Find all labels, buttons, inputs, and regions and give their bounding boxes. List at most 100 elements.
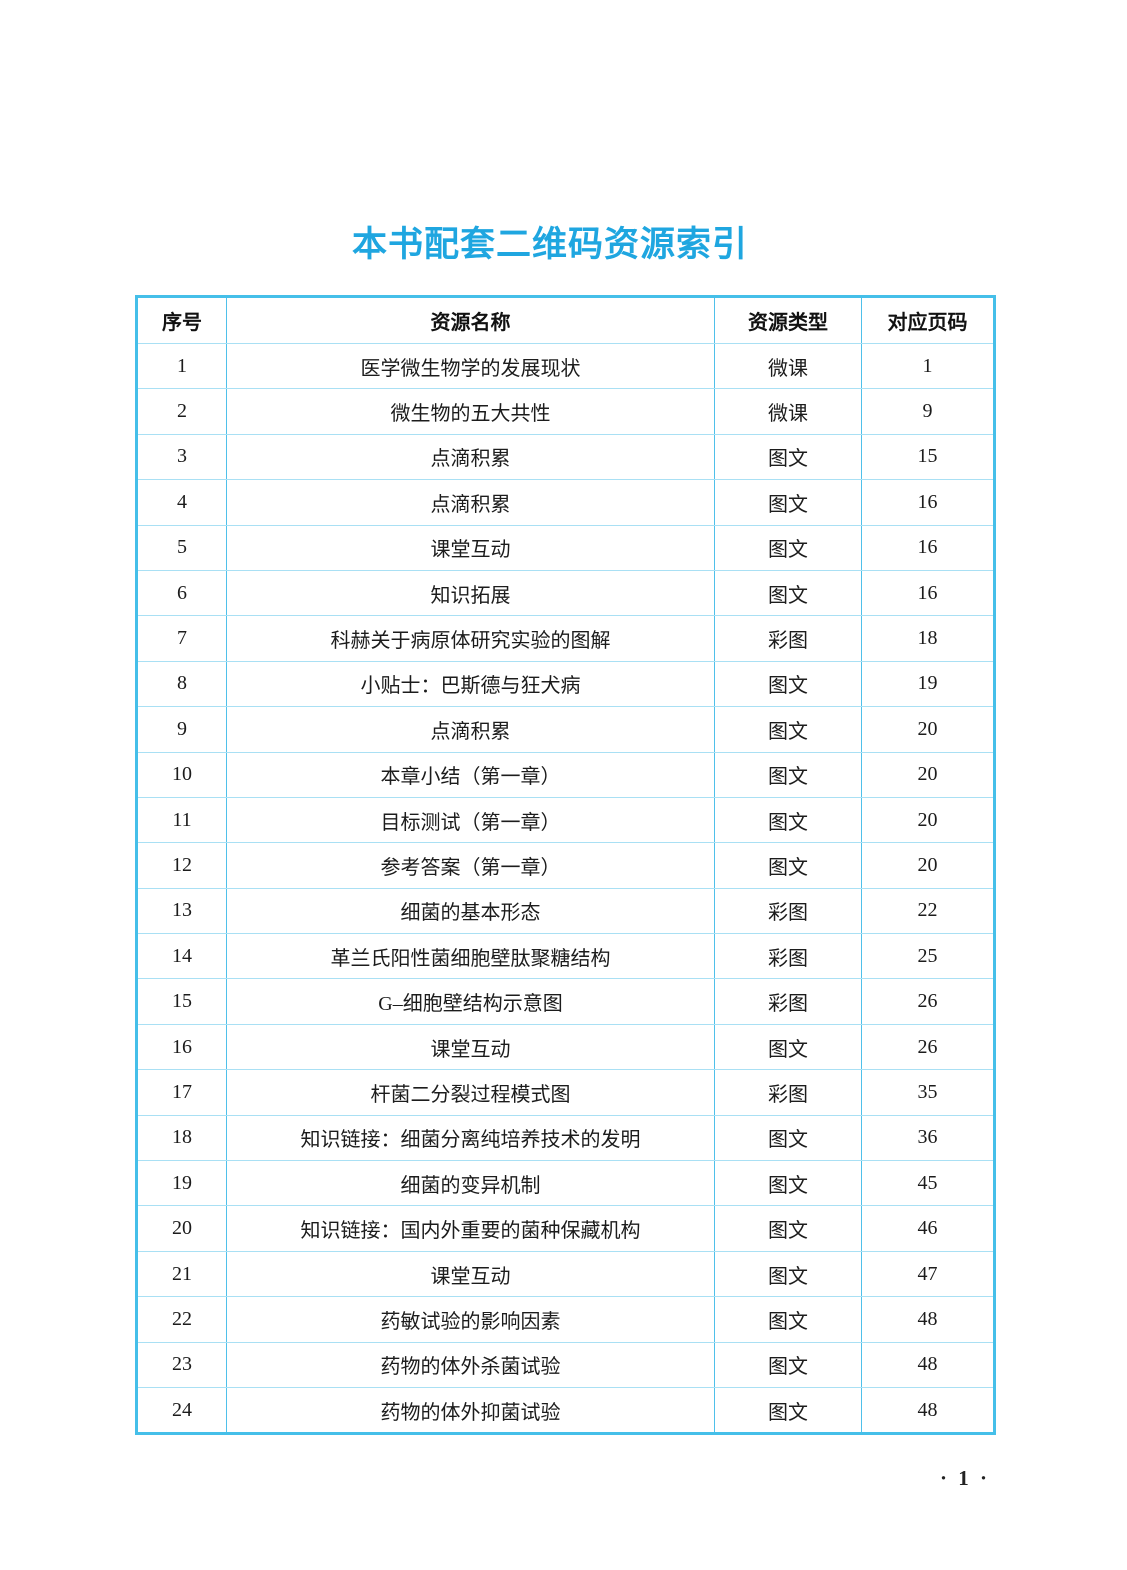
page-number-cell: 18 bbox=[861, 615, 995, 662]
row-serial-number-cell: 16 bbox=[136, 1023, 227, 1071]
page-number-cell: 35 bbox=[861, 1069, 995, 1116]
table-body: 1 医学微生物学的发展现状 微课 1 2 微生物的五大共性 微课 9 3 点滴积累 图文 15 4 点滴积… bbox=[136, 342, 995, 1435]
resource-type-cell: 微课 bbox=[714, 342, 862, 390]
resource-name-cell: 知识链接：细菌分离纯培养技术的发明 bbox=[226, 1114, 715, 1162]
resource-type-cell: 图文 bbox=[714, 1386, 862, 1435]
page-number-cell: 45 bbox=[861, 1160, 995, 1207]
page-number-cell: 46 bbox=[861, 1205, 995, 1252]
page-number-cell: 20 bbox=[861, 706, 995, 753]
page-number-cell: 25 bbox=[861, 933, 995, 980]
table-row: 13 细菌的基本形态 彩图 22 bbox=[136, 887, 995, 935]
table-row: 20 知识链接：国内外重要的菌种保藏机构 图文 46 bbox=[136, 1205, 995, 1252]
resource-type-cell: 彩图 bbox=[714, 978, 862, 1025]
resource-name-cell: 目标测试（第一章） bbox=[226, 796, 715, 844]
column-header-serial-number: 序号 bbox=[136, 296, 227, 344]
resource-type-cell: 彩图 bbox=[714, 887, 862, 935]
row-serial-number-cell: 11 bbox=[136, 796, 227, 844]
resource-type-cell: 图文 bbox=[714, 1023, 862, 1071]
row-serial-number-cell: 2 bbox=[136, 388, 227, 435]
resource-type-cell: 图文 bbox=[714, 524, 862, 571]
page-number-cell: 26 bbox=[861, 1023, 995, 1071]
table-header: 序号 资源名称 资源类型 对应页码 bbox=[136, 296, 995, 344]
table-row: 7 科赫关于病原体研究实验的图解 彩图 18 bbox=[136, 615, 995, 662]
resource-type-cell: 微课 bbox=[714, 388, 862, 435]
resource-type-cell: 图文 bbox=[714, 751, 862, 798]
row-serial-number-cell: 13 bbox=[136, 887, 227, 935]
resource-name-cell: 药物的体外杀菌试验 bbox=[226, 1341, 715, 1388]
table-row: 22 药敏试验的影响因素 图文 48 bbox=[136, 1296, 995, 1343]
resource-name-cell: 小贴士：巴斯德与狂犬病 bbox=[226, 660, 715, 708]
resource-type-cell: 图文 bbox=[714, 479, 862, 526]
table-row: 18 知识链接：细菌分离纯培养技术的发明 图文 36 bbox=[136, 1114, 995, 1162]
resource-name-cell: 本章小结（第一章） bbox=[226, 751, 715, 798]
page-number-cell: 48 bbox=[861, 1386, 995, 1435]
resource-type-cell: 图文 bbox=[714, 433, 862, 481]
resource-name-cell: 革兰氏阳性菌细胞壁肽聚糖结构 bbox=[226, 933, 715, 980]
page-footer-number: · 1 · bbox=[939, 1466, 990, 1490]
page-number-cell: 22 bbox=[861, 887, 995, 935]
resource-type-cell: 彩图 bbox=[714, 1069, 862, 1116]
page-number-cell: 1 bbox=[861, 342, 995, 390]
resource-name-cell: 细菌的变异机制 bbox=[226, 1160, 715, 1207]
resource-name-cell: 课堂互动 bbox=[226, 524, 715, 571]
resource-name-cell: 医学微生物学的发展现状 bbox=[226, 342, 715, 390]
table-row: 14 革兰氏阳性菌细胞壁肽聚糖结构 彩图 25 bbox=[136, 933, 995, 980]
row-serial-number-cell: 19 bbox=[136, 1160, 227, 1207]
row-serial-number-cell: 1 bbox=[136, 342, 227, 390]
resource-type-cell: 图文 bbox=[714, 796, 862, 844]
resource-name-cell: 知识链接：国内外重要的菌种保藏机构 bbox=[226, 1205, 715, 1252]
row-serial-number-cell: 20 bbox=[136, 1205, 227, 1252]
page-number-cell: 20 bbox=[861, 796, 995, 844]
resource-name-cell: 杆菌二分裂过程模式图 bbox=[226, 1069, 715, 1116]
resource-type-cell: 图文 bbox=[714, 1160, 862, 1207]
resource-type-cell: 图文 bbox=[714, 842, 862, 889]
resource-type-cell: 彩图 bbox=[714, 615, 862, 662]
row-serial-number-cell: 17 bbox=[136, 1069, 227, 1116]
table-row: 17 杆菌二分裂过程模式图 彩图 35 bbox=[136, 1069, 995, 1116]
row-serial-number-cell: 23 bbox=[136, 1341, 227, 1388]
table-header-row: 序号 资源名称 资源类型 对应页码 bbox=[136, 296, 995, 344]
page-number-cell: 48 bbox=[861, 1296, 995, 1343]
page-number-cell: 47 bbox=[861, 1250, 995, 1298]
page-number-cell: 16 bbox=[861, 569, 995, 617]
table-row: 24 药物的体外抑菌试验 图文 48 bbox=[136, 1386, 995, 1435]
row-serial-number-cell: 22 bbox=[136, 1296, 227, 1343]
row-serial-number-cell: 21 bbox=[136, 1250, 227, 1298]
page-number-cell: 36 bbox=[861, 1114, 995, 1162]
resource-name-cell: 药物的体外抑菌试验 bbox=[226, 1386, 715, 1435]
row-serial-number-cell: 10 bbox=[136, 751, 227, 798]
resource-name-cell: 药敏试验的影响因素 bbox=[226, 1296, 715, 1343]
column-header-resource-name: 资源名称 bbox=[226, 296, 715, 344]
resource-type-cell: 彩图 bbox=[714, 933, 862, 980]
resource-name-cell: 课堂互动 bbox=[226, 1250, 715, 1298]
row-serial-number-cell: 24 bbox=[136, 1386, 227, 1435]
table-row: 12 参考答案（第一章） 图文 20 bbox=[136, 842, 995, 889]
row-serial-number-cell: 14 bbox=[136, 933, 227, 980]
page-number-cell: 16 bbox=[861, 479, 995, 526]
resource-name-cell: 科赫关于病原体研究实验的图解 bbox=[226, 615, 715, 662]
table-row: 16 课堂互动 图文 26 bbox=[136, 1023, 995, 1071]
table-row: 3 点滴积累 图文 15 bbox=[136, 433, 995, 481]
page-number-cell: 20 bbox=[861, 842, 995, 889]
table-row: 6 知识拓展 图文 16 bbox=[136, 569, 995, 617]
page-number-cell: 20 bbox=[861, 751, 995, 798]
row-serial-number-cell: 6 bbox=[136, 569, 227, 617]
row-serial-number-cell: 12 bbox=[136, 842, 227, 889]
resource-type-cell: 图文 bbox=[714, 1114, 862, 1162]
column-header-page-number: 对应页码 bbox=[861, 296, 995, 344]
resource-type-cell: 图文 bbox=[714, 1296, 862, 1343]
resource-name-cell: 点滴积累 bbox=[226, 433, 715, 481]
page-number-cell: 16 bbox=[861, 524, 995, 571]
page-number-cell: 48 bbox=[861, 1341, 995, 1388]
table-row: 19 细菌的变异机制 图文 45 bbox=[136, 1160, 995, 1207]
resource-type-cell: 图文 bbox=[714, 706, 862, 753]
page-number-cell: 26 bbox=[861, 978, 995, 1025]
resource-type-cell: 图文 bbox=[714, 1205, 862, 1252]
page-number-cell: 9 bbox=[861, 388, 995, 435]
resource-type-cell: 图文 bbox=[714, 660, 862, 708]
resource-name-cell: 点滴积累 bbox=[226, 479, 715, 526]
resource-name-cell: G–细胞壁结构示意图 bbox=[226, 978, 715, 1025]
row-serial-number-cell: 8 bbox=[136, 660, 227, 708]
table-row: 10 本章小结（第一章） 图文 20 bbox=[136, 751, 995, 798]
